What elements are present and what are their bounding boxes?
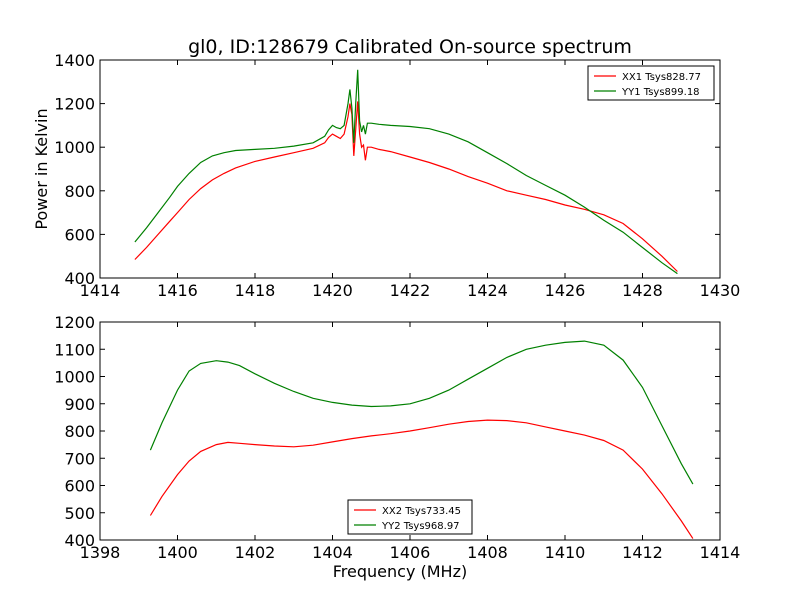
x-tick-label: 1418 xyxy=(235,281,276,300)
x-tick-label: 1400 xyxy=(157,543,198,562)
y-tick-label: 700 xyxy=(64,449,95,468)
y-tick-label: 600 xyxy=(64,477,95,496)
bottom-panel: 1398 1400 1402 1404 1406 1408 1410 1412 1414 400 5… xyxy=(54,313,740,581)
y-tick-label: 400 xyxy=(64,269,95,288)
y-tick-label: 1100 xyxy=(54,340,95,359)
x-tick-label: 1414 xyxy=(80,281,121,300)
legend-label: YY1 Tsys899.18 xyxy=(621,87,700,98)
y-tick-label: 1400 xyxy=(54,51,95,70)
legend-label: XX1 Tsys828.77 xyxy=(622,72,701,83)
chart-title: gl0, ID:128679 Calibrated On-source spec… xyxy=(188,36,632,58)
y-tick-label: 1000 xyxy=(54,368,95,387)
x-tick-label: 1398 xyxy=(80,543,121,562)
y-tick-label: 1000 xyxy=(54,138,95,157)
x-tick-label: 1430 xyxy=(700,281,741,300)
x-tick-label: 1424 xyxy=(467,281,508,300)
series-line-yy1 xyxy=(134,69,678,275)
y-tick-label: 800 xyxy=(64,422,95,441)
x-tick-label: 1410 xyxy=(545,543,586,562)
y-tick-label: 500 xyxy=(64,504,95,523)
x-tick-label: 1416 xyxy=(157,281,198,300)
x-tick-label: 1428 xyxy=(622,281,663,300)
legend-box xyxy=(587,65,715,101)
x-tick-label: 1406 xyxy=(390,543,431,562)
series-line-yy2 xyxy=(149,340,694,485)
y-tick-label: 900 xyxy=(64,395,95,414)
y-tick-label: 600 xyxy=(64,225,95,244)
legend-label: XX2 Tsys733.45 xyxy=(382,506,461,517)
top-panel: 1414 1416 1418 1420 1422 1424 1426 1428 1430 400 6… xyxy=(32,51,740,300)
series-line-xx1 xyxy=(134,101,678,272)
x-tick-label: 1426 xyxy=(545,281,586,300)
x-tick-label: 1404 xyxy=(312,543,353,562)
x-tick-label: 1422 xyxy=(390,281,431,300)
y-tick-label: 1200 xyxy=(54,313,95,332)
x-axis-title: Frequency (MHz) xyxy=(333,562,467,581)
x-tick-label: 1408 xyxy=(467,543,508,562)
x-tick-label: 1414 xyxy=(700,543,741,562)
x-tick-label: 1420 xyxy=(312,281,353,300)
legend-box xyxy=(347,499,473,535)
y-tick-label: 1200 xyxy=(54,95,95,114)
y-axis-title: Power in Kelvin xyxy=(32,108,51,229)
y-tick-label: 400 xyxy=(64,531,95,550)
x-tick-label: 1402 xyxy=(235,543,276,562)
y-tick-label: 800 xyxy=(64,182,95,201)
series-line-xx2 xyxy=(149,419,694,539)
x-tick-label: 1412 xyxy=(622,543,663,562)
legend-label: YY2 Tsys968.97 xyxy=(381,521,460,532)
